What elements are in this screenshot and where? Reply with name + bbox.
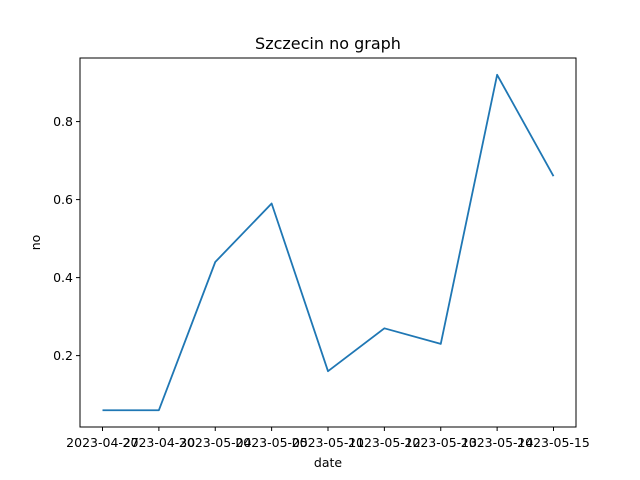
x-tick-label: 2023-05-05: [235, 435, 308, 450]
x-tick-label: 2023-04-30: [123, 435, 196, 450]
y-tick-label: 0.6: [53, 192, 73, 207]
y-tick-label: 0.2: [53, 348, 73, 363]
y-axis-label: no: [28, 235, 43, 251]
x-axis-label: date: [314, 455, 342, 470]
chart-title: Szczecin no graph: [255, 34, 401, 53]
x-tick-label: 2023-05-14: [461, 435, 534, 450]
x-tick-label: 2023-04-27: [66, 435, 139, 450]
y-tick-label: 0.4: [53, 270, 73, 285]
x-tick-label: 2023-05-13: [404, 435, 477, 450]
x-tick-label: 2023-05-04: [179, 435, 252, 450]
y-tick-label: 0.8: [53, 114, 73, 129]
series-line-no: [102, 73, 555, 412]
x-axis: 2023-04-272023-04-302023-05-042023-05-05…: [66, 427, 590, 450]
y-axis: 0.2 0.4 0.6 0.8: [53, 114, 80, 363]
x-tick-label: 2023-05-15: [517, 435, 590, 450]
x-tick-label: 2023-05-11: [292, 435, 365, 450]
x-tick-label: 2023-05-12: [348, 435, 421, 450]
